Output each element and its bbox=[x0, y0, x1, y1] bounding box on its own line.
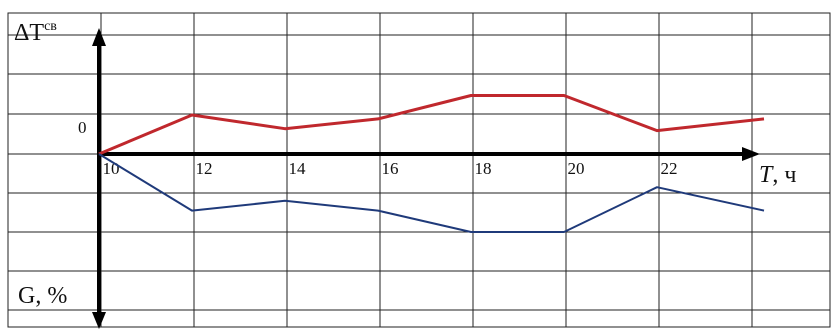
y-axis-arrow-up bbox=[92, 28, 106, 46]
x-axis-label: T, ч bbox=[759, 162, 796, 188]
y-axis-label-bottom: G, % bbox=[18, 283, 67, 309]
x-tick-label-22: 22 bbox=[661, 159, 678, 178]
series-line-0 bbox=[98, 94, 765, 156]
y-axis-label-top-sup: св bbox=[44, 19, 57, 34]
x-tick-label-18: 18 bbox=[475, 159, 492, 178]
y-axis-label-top-base: ΔT bbox=[14, 20, 44, 46]
x-tick-label-14: 14 bbox=[289, 159, 307, 178]
chart-axes bbox=[92, 28, 760, 329]
y-axis-label-top: ΔTсв bbox=[14, 19, 57, 46]
series-line-1 bbox=[98, 153, 765, 233]
x-axis-arrow bbox=[742, 147, 760, 161]
x-tick-label-12: 12 bbox=[196, 159, 213, 178]
x-tick-labels: 10 12 14 16 18 20 22 bbox=[103, 159, 678, 178]
chart-grid bbox=[7, 12, 831, 328]
x-axis-label-unit: , ч bbox=[772, 162, 796, 188]
x-axis-label-symbol: T bbox=[759, 162, 774, 188]
x-tick-label-16: 16 bbox=[382, 159, 399, 178]
y-zero-tick-label: 0 bbox=[78, 118, 87, 137]
chart-series bbox=[98, 94, 765, 233]
y-axis-arrow-down bbox=[92, 312, 106, 329]
grid-border bbox=[7, 12, 831, 328]
x-tick-label-20: 20 bbox=[568, 159, 585, 178]
